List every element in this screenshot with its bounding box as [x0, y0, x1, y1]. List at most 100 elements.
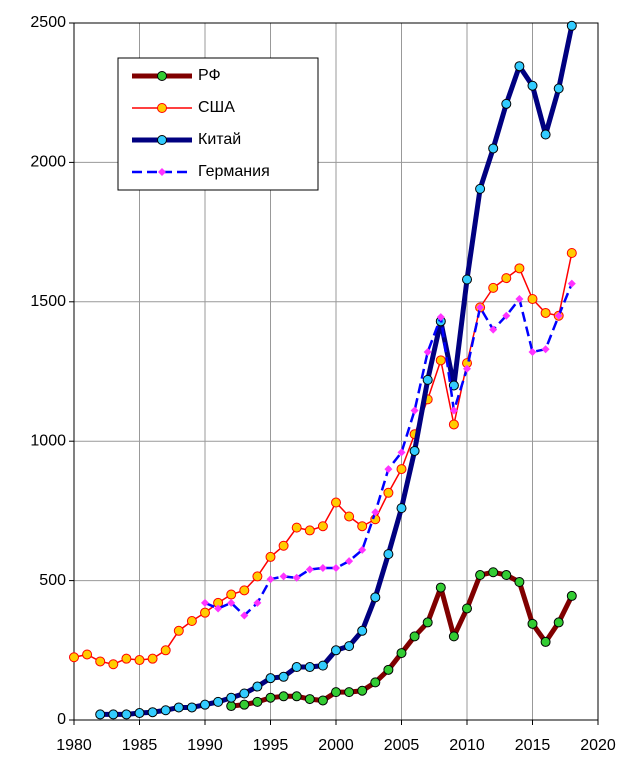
marker	[317, 695, 328, 706]
marker	[317, 660, 328, 671]
marker	[69, 652, 79, 663]
marker	[489, 325, 498, 334]
marker	[226, 589, 237, 600]
marker	[554, 311, 563, 320]
marker	[265, 551, 276, 562]
marker	[226, 692, 237, 703]
marker	[396, 503, 407, 514]
marker	[527, 618, 538, 629]
marker	[331, 687, 341, 698]
marker	[409, 445, 420, 456]
marker	[540, 129, 551, 140]
marker	[240, 611, 249, 620]
marker	[331, 497, 341, 508]
marker	[108, 709, 119, 720]
marker	[463, 364, 471, 373]
marker	[253, 598, 262, 607]
marker	[462, 603, 472, 614]
marker	[370, 677, 381, 688]
marker	[121, 709, 132, 720]
marker	[501, 273, 512, 284]
y-tick-label: 2000	[30, 154, 66, 171]
plot-frame	[73, 22, 599, 721]
y-tick-label: 1000	[30, 432, 66, 449]
marker	[476, 303, 485, 312]
marker	[291, 522, 302, 533]
marker	[370, 592, 381, 603]
legend-marker	[157, 103, 167, 113]
marker	[396, 648, 407, 659]
marker	[108, 659, 119, 670]
legend-label: РФ	[198, 67, 221, 84]
marker	[200, 607, 210, 618]
legend-marker	[157, 135, 167, 145]
marker	[147, 653, 158, 664]
x-tick-label: 1980	[56, 737, 92, 754]
marker	[514, 576, 525, 587]
marker	[304, 694, 315, 705]
marker	[567, 279, 576, 288]
marker	[227, 598, 236, 607]
legend-label: Китай	[198, 131, 241, 148]
marker	[422, 374, 433, 385]
marker	[448, 419, 459, 430]
marker	[332, 564, 340, 573]
marker	[134, 708, 145, 719]
marker	[514, 61, 525, 72]
marker	[331, 645, 341, 656]
marker	[501, 570, 512, 581]
marker	[134, 655, 145, 666]
legend-box	[117, 57, 319, 191]
marker	[200, 699, 210, 710]
marker	[239, 688, 250, 699]
x-tick-label: 2005	[384, 737, 420, 754]
marker	[252, 571, 263, 582]
marker	[397, 448, 406, 457]
marker	[344, 687, 355, 698]
x-tick-label: 2000	[318, 737, 354, 754]
marker	[371, 508, 380, 517]
marker	[266, 575, 275, 584]
marker	[291, 691, 302, 702]
marker	[475, 570, 486, 581]
marker	[345, 557, 354, 566]
marker	[95, 656, 106, 667]
marker	[422, 617, 433, 628]
marker	[318, 564, 327, 573]
marker	[160, 705, 171, 716]
marker	[396, 464, 407, 475]
marker	[501, 98, 512, 109]
marker	[514, 263, 525, 274]
marker	[553, 617, 564, 628]
marker	[214, 604, 223, 613]
x-tick-label: 1995	[253, 737, 289, 754]
marker	[541, 345, 550, 354]
marker	[566, 590, 577, 601]
marker	[423, 347, 432, 356]
marker	[448, 631, 459, 642]
legend-label: Германия	[198, 163, 270, 180]
marker	[304, 662, 315, 673]
marker	[186, 702, 197, 713]
x-tick-label: 2015	[515, 737, 551, 754]
marker	[435, 355, 446, 366]
marker	[344, 511, 355, 522]
marker	[488, 282, 499, 293]
marker	[265, 673, 276, 684]
marker	[527, 80, 538, 91]
marker	[344, 641, 355, 652]
y-tick-label: 2500	[30, 14, 66, 31]
marker	[278, 671, 289, 682]
marker	[436, 313, 445, 322]
y-tick-label: 0	[57, 711, 66, 728]
marker	[357, 625, 368, 636]
marker	[358, 545, 367, 554]
marker	[435, 582, 446, 593]
marker	[383, 549, 394, 560]
marker	[383, 487, 394, 498]
y-tick-label: 1500	[30, 293, 66, 310]
marker	[160, 645, 171, 656]
marker	[540, 636, 551, 647]
marker	[213, 696, 224, 707]
marker	[528, 347, 537, 356]
